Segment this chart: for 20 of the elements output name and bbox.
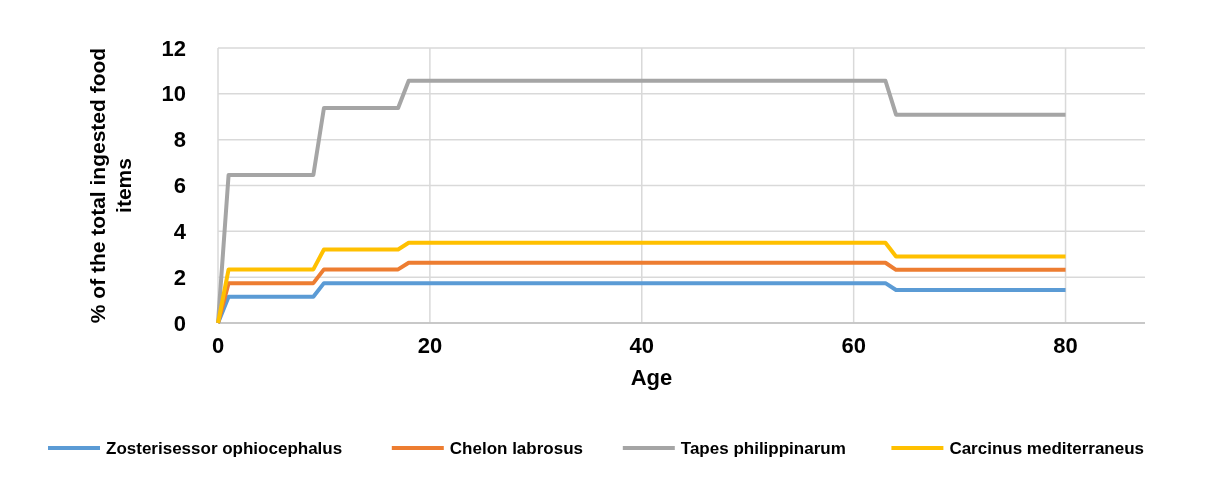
y-tick-label: 10 xyxy=(161,81,186,107)
x-tick-label: 0 xyxy=(211,333,225,358)
y-tick-label: 12 xyxy=(161,35,186,61)
x-tick-label: 40 xyxy=(629,333,655,358)
line-series xyxy=(216,240,1068,325)
y-tick-label: 4 xyxy=(173,218,187,244)
y-tick-label: 8 xyxy=(173,127,186,153)
legend-label: Zosterisessor ophiocephalus xyxy=(106,438,343,458)
legend-label: Carcinus mediterraneus xyxy=(949,438,1145,458)
x-axis-title: Age xyxy=(630,365,673,390)
y-axis-title: % of the total ingested food items xyxy=(86,47,135,324)
legend-label: Tapes philippinarum xyxy=(680,438,846,458)
line-series xyxy=(216,281,1068,325)
y-tick-label: 0 xyxy=(173,310,186,336)
x-tick-label: 80 xyxy=(1053,333,1078,358)
legend-label: Chelon labrosus xyxy=(449,438,583,458)
y-tick-label: 2 xyxy=(173,264,186,290)
x-tick-label: 20 xyxy=(417,333,443,358)
x-tick-label: 60 xyxy=(841,333,866,358)
y-tick-label: 6 xyxy=(173,173,186,198)
